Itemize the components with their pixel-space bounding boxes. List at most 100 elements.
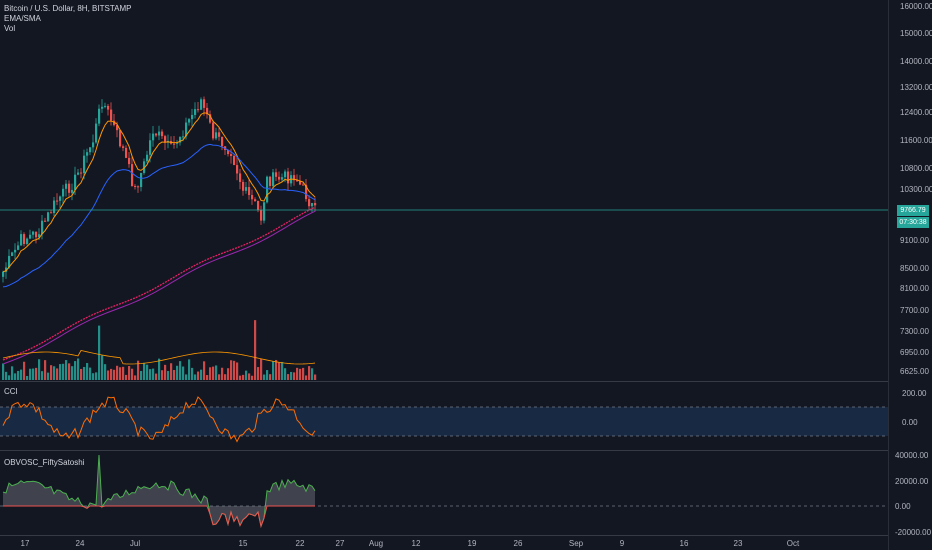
volume-bar (242, 374, 245, 380)
pane-separator[interactable] (0, 450, 932, 451)
cci-line (2, 396, 316, 443)
time-axis-separator (0, 535, 932, 536)
candle-body (254, 199, 257, 202)
candle-body (278, 176, 281, 180)
candle-body (53, 200, 56, 214)
candle-body (266, 176, 269, 203)
obv-indicator-label[interactable]: OBVOSC_FiftySatoshi (4, 458, 85, 467)
candle-body (2, 271, 5, 277)
candle-body (32, 231, 35, 235)
volume-bar (191, 367, 194, 380)
price-axis-label: 6950.00 (900, 348, 929, 357)
candle-body (113, 120, 116, 126)
candle-body (17, 245, 20, 250)
volume-bar (122, 366, 125, 380)
obv-legend: OBVOSC_FiftySatoshi (4, 458, 84, 468)
volume-bar (86, 363, 89, 380)
candle-body (80, 172, 83, 174)
time-axis-label: Oct (786, 539, 800, 548)
volume-bar (68, 363, 71, 380)
volume-bar (50, 365, 53, 380)
volume-bar (134, 375, 137, 380)
cci-legend: CCI (4, 387, 18, 397)
obv-axis-label: 0.00 (895, 502, 911, 511)
candle-body (11, 252, 14, 256)
volume-bar (269, 374, 272, 380)
candle-body (35, 231, 38, 238)
price-axis-label: 14000.00 (900, 57, 932, 66)
volume-bar (176, 365, 179, 380)
candle-body (62, 188, 65, 197)
volume-bar (290, 371, 293, 380)
cci-axis-label: 200.00 (902, 389, 927, 398)
candle-body (245, 187, 248, 191)
candle-body (218, 132, 221, 137)
volume-bar (224, 374, 227, 380)
candle-body (143, 161, 146, 173)
time-axis-label: 19 (467, 539, 477, 548)
volume-bar (41, 371, 44, 380)
time-axis-label: 12 (411, 539, 421, 548)
volume-bar (182, 366, 185, 380)
candle-body (110, 109, 113, 121)
volume-bar (215, 365, 218, 380)
cci-band (0, 407, 888, 436)
volume-bar (212, 366, 215, 380)
volume-bar (44, 360, 47, 380)
volume-bar (89, 367, 92, 380)
volume-bar (185, 374, 188, 380)
candle-body (149, 140, 152, 155)
volume-bar (17, 370, 20, 380)
volume-bar (26, 375, 29, 380)
candle-body (221, 136, 224, 147)
candle-body (311, 203, 314, 207)
volume-bar (158, 358, 161, 380)
symbol-label[interactable]: Bitcoin / U.S. Dollar, 8H, BITSTAMP (4, 4, 132, 13)
candle-body (8, 255, 11, 268)
candle-body (38, 234, 41, 238)
volume-bar (95, 372, 98, 380)
ema-sma-indicator-label[interactable]: EMA/SMA (4, 14, 41, 23)
price-axis-label: 7700.00 (900, 306, 929, 315)
chart-canvas[interactable] (0, 0, 888, 540)
volume-bar (278, 362, 281, 380)
candle-body (155, 133, 158, 136)
volume-bar (47, 372, 50, 380)
volume-indicator-label[interactable]: Vol (4, 24, 16, 33)
candle-body (119, 130, 122, 147)
candle-body (302, 184, 305, 186)
obv-axis-label: -20000.00 (895, 528, 932, 537)
time-axis-label: 22 (295, 539, 305, 548)
volume-bar (170, 363, 173, 380)
candle-body (116, 125, 119, 131)
candle-body (182, 136, 185, 138)
volume-bar (266, 370, 269, 380)
candle-body (299, 181, 302, 185)
price-axis[interactable] (888, 0, 932, 550)
time-axis-label: 26 (513, 539, 523, 548)
price-axis-label: 8500.00 (900, 264, 929, 273)
candle-body (185, 122, 188, 137)
candle-body (47, 212, 50, 222)
volume-bar (11, 366, 14, 380)
volume-bar (146, 364, 149, 380)
candle-body (233, 155, 236, 166)
volume-bar (245, 370, 248, 380)
volume-bar (257, 367, 260, 380)
candle-body (227, 150, 230, 155)
pane-separator[interactable] (0, 381, 932, 382)
cci-indicator-label[interactable]: CCI (4, 387, 18, 396)
candle-body (50, 212, 53, 214)
candle-body (14, 249, 17, 253)
volume-bar (314, 374, 317, 380)
candle-body (293, 175, 296, 181)
volume-bar (248, 373, 251, 380)
candle-body (242, 181, 245, 191)
volume-bar (107, 370, 110, 380)
candle-body (5, 267, 8, 272)
candle-body (284, 171, 287, 178)
price-axis-label: 9100.00 (900, 236, 929, 245)
volume-bar (77, 358, 80, 380)
candle-body (23, 234, 26, 244)
volume-bar (161, 370, 164, 380)
